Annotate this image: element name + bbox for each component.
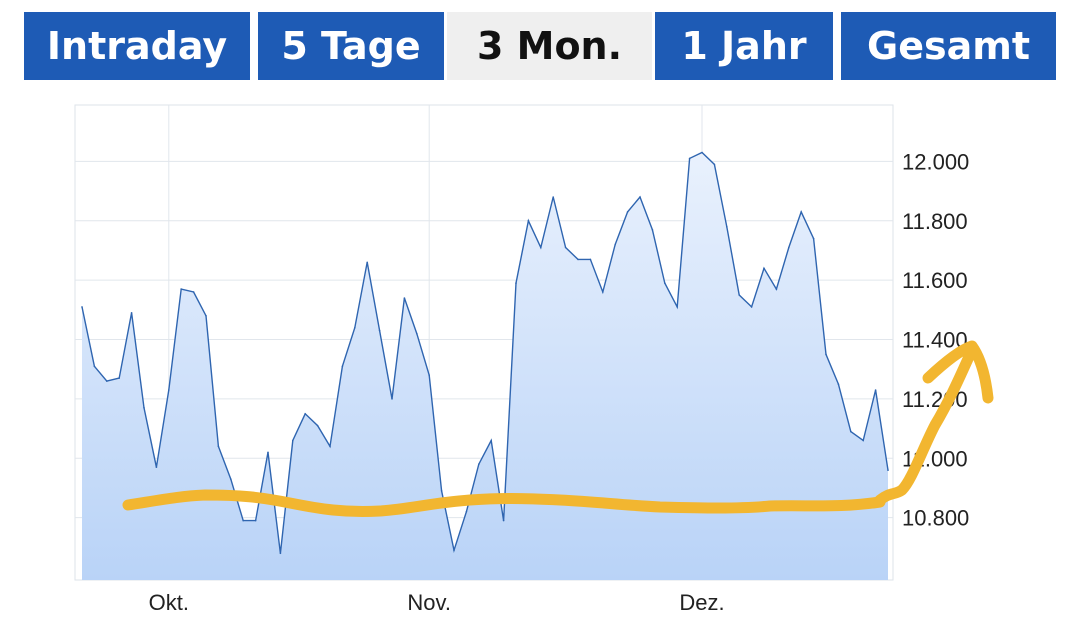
data-point [143,407,145,409]
data-point [713,163,716,166]
data-point [602,291,604,293]
data-point [874,389,877,391]
data-point [664,282,666,284]
data-point [341,365,344,368]
x-axis-ticks: Okt. Nov. Dez. [149,590,725,615]
data-point [465,510,468,513]
data-point [688,157,691,160]
data-point [378,329,381,332]
data-point [788,246,790,249]
data-point [192,291,195,293]
data-point [614,243,616,246]
data-point [589,258,592,261]
data-point [403,297,406,299]
data-point [577,258,579,261]
data-point [552,196,554,198]
data-point [453,549,455,552]
data-point [391,398,393,400]
price-area-fill [82,152,888,580]
tab-5-tage[interactable]: 5 Tage [258,12,444,80]
data-point [242,519,244,522]
x-tick-label: Dez. [679,590,724,615]
data-point [354,326,356,329]
data-point [515,282,517,284]
data-point [825,353,827,356]
data-point [205,315,207,317]
data-point [217,445,220,448]
price-line [81,151,889,554]
data-point [106,380,108,382]
data-point [428,374,431,377]
data-point [763,267,765,270]
data-point [738,294,740,296]
data-point [540,246,542,249]
y-tick-label: 11.600 [902,268,968,293]
annotation-arrow-shaft [874,344,978,506]
data-point [676,306,678,308]
data-point [304,413,307,415]
data-point [812,237,815,240]
x-tick-label: Nov. [407,590,451,615]
data-point [168,389,170,391]
data-point [478,463,480,466]
data-point [750,306,753,308]
data-point [316,424,319,427]
data-point [639,196,641,198]
data-point [564,246,567,249]
data-point [230,478,232,480]
annotation-scribble [122,340,994,518]
data-point [850,430,852,433]
data-point [130,312,133,314]
data-point [887,469,889,472]
tab-1-jahr[interactable]: 1 Jahr [655,12,833,80]
time-range-tabs: Intraday 5 Tage 3 Mon. 1 Jahr Gesamt [0,0,1080,90]
tab-gesamt[interactable]: Gesamt [841,12,1056,80]
y-tick-label: 12.000 [902,149,969,174]
data-point [837,383,840,385]
data-point [81,306,83,308]
x-tick-label: Okt. [149,590,189,615]
tab-intraday[interactable]: Intraday [24,12,250,80]
data-point [651,228,654,231]
data-point [440,490,443,492]
data-point [155,466,158,469]
data-point [279,552,282,555]
y-tick-label: 11.800 [902,209,968,234]
data-point [366,261,369,264]
y-tick-label: 10.800 [902,506,969,531]
annotation-stroke [122,489,886,518]
data-point [490,439,493,442]
data-point [527,220,530,222]
data-point [800,211,802,213]
data-point [292,439,294,442]
data-point [254,519,257,522]
tab-3-mon[interactable]: 3 Mon. [447,12,652,80]
data-point [93,365,96,368]
data-point [626,211,629,213]
data-point [118,377,120,379]
data-point [701,151,703,154]
annotation-arrow-head [922,340,994,404]
data-point [502,519,505,522]
price-points [81,151,889,555]
data-point [862,439,864,442]
data-point [180,288,182,290]
data-point [416,332,418,335]
data-point [267,451,269,454]
data-point [329,445,331,448]
data-point [726,225,728,228]
data-point [775,288,778,290]
